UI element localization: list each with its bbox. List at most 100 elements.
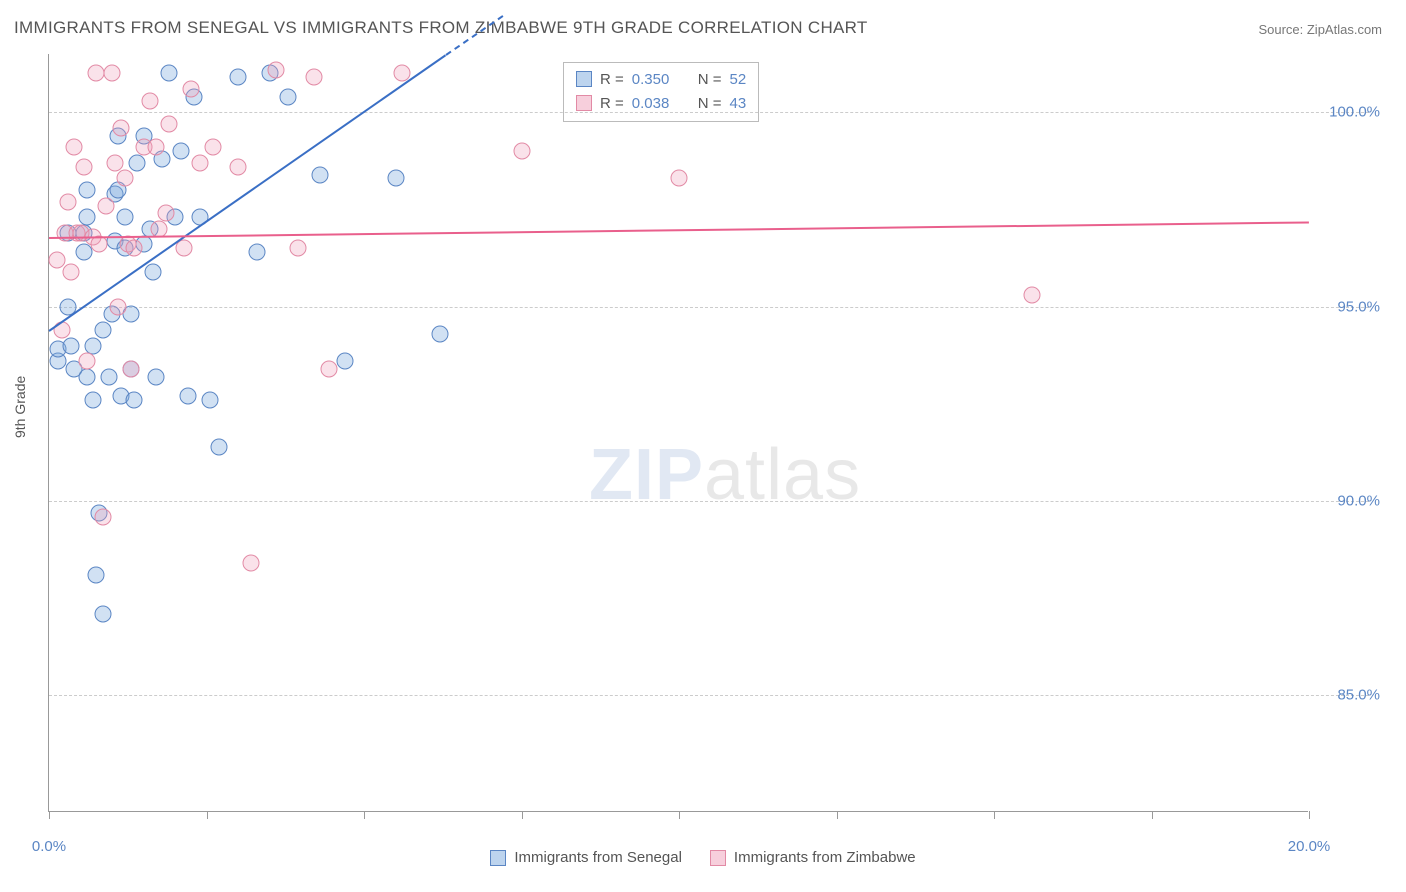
scatter-point	[182, 80, 199, 97]
scatter-point	[148, 368, 165, 385]
scatter-point	[122, 360, 139, 377]
scatter-point	[173, 143, 190, 160]
scatter-point	[66, 139, 83, 156]
r-label: R =	[600, 71, 624, 88]
x-tick	[994, 811, 995, 819]
scatter-point	[230, 158, 247, 175]
watermark-zip: ZIP	[589, 435, 704, 515]
n-label: N =	[698, 71, 722, 88]
watermark: ZIPatlas	[589, 434, 861, 516]
scatter-point	[126, 391, 143, 408]
scatter-point	[107, 154, 124, 171]
scatter-point	[129, 154, 146, 171]
scatter-point	[110, 298, 127, 315]
scatter-point	[94, 508, 111, 525]
scatter-point	[63, 337, 80, 354]
scatter-point	[431, 325, 448, 342]
watermark-atlas: atlas	[704, 435, 861, 515]
y-tick-label: 90.0%	[1320, 493, 1380, 510]
scatter-point	[211, 438, 228, 455]
scatter-point	[78, 368, 95, 385]
scatter-point	[160, 65, 177, 82]
scatter-point	[204, 139, 221, 156]
scatter-point	[280, 88, 297, 105]
scatter-point	[116, 170, 133, 187]
scatter-point	[289, 240, 306, 257]
scatter-point	[305, 69, 322, 86]
scatter-point	[311, 166, 328, 183]
n-value: 52	[730, 71, 747, 88]
scatter-point	[78, 209, 95, 226]
x-tick	[1152, 811, 1153, 819]
x-tick	[679, 811, 680, 819]
swatch-icon	[710, 850, 726, 866]
scatter-point	[88, 65, 105, 82]
gridline	[49, 112, 1369, 113]
scatter-point	[48, 252, 65, 269]
x-tick	[522, 811, 523, 819]
plot-area: ZIPatlas R = 0.350 N = 52 R = 0.038 N = …	[48, 54, 1308, 812]
x-tick	[1309, 811, 1310, 819]
scatter-point	[671, 170, 688, 187]
scatter-point	[513, 143, 530, 160]
series-legend: Immigrants from Senegal Immigrants from …	[0, 849, 1406, 866]
scatter-point	[1023, 287, 1040, 304]
scatter-point	[97, 197, 114, 214]
scatter-point	[78, 353, 95, 370]
chart-title: IMMIGRANTS FROM SENEGAL VS IMMIGRANTS FR…	[14, 18, 868, 38]
trend-line	[49, 221, 1309, 239]
chart-container: IMMIGRANTS FROM SENEGAL VS IMMIGRANTS FR…	[0, 0, 1406, 892]
scatter-point	[91, 236, 108, 253]
legend-label: Immigrants from Zimbabwe	[734, 849, 916, 866]
scatter-point	[160, 115, 177, 132]
x-tick	[49, 811, 50, 819]
scatter-point	[85, 337, 102, 354]
scatter-point	[75, 158, 92, 175]
scatter-point	[248, 244, 265, 261]
scatter-point	[75, 244, 92, 261]
n-label: N =	[698, 95, 722, 112]
scatter-point	[94, 321, 111, 338]
scatter-point	[321, 360, 338, 377]
n-value: 43	[730, 95, 747, 112]
y-axis-label: 9th Grade	[12, 376, 28, 438]
scatter-point	[88, 566, 105, 583]
scatter-point	[192, 154, 209, 171]
scatter-point	[157, 205, 174, 222]
legend-label: Immigrants from Senegal	[514, 849, 682, 866]
r-value: 0.038	[632, 95, 680, 112]
scatter-point	[113, 119, 130, 136]
scatter-point	[242, 555, 259, 572]
scatter-point	[116, 209, 133, 226]
legend-item-senegal: Immigrants from Senegal	[490, 849, 682, 866]
scatter-point	[85, 391, 102, 408]
x-tick	[207, 811, 208, 819]
scatter-point	[230, 69, 247, 86]
gridline	[49, 501, 1369, 502]
scatter-point	[78, 182, 95, 199]
scatter-point	[100, 368, 117, 385]
swatch-icon	[490, 850, 506, 866]
swatch-icon	[576, 71, 592, 87]
scatter-point	[201, 391, 218, 408]
gridline	[49, 695, 1369, 696]
y-tick-label: 95.0%	[1320, 298, 1380, 315]
scatter-point	[337, 353, 354, 370]
swatch-icon	[576, 95, 592, 111]
scatter-point	[267, 61, 284, 78]
r-label: R =	[600, 95, 624, 112]
scatter-point	[144, 263, 161, 280]
source-attribution: Source: ZipAtlas.com	[1258, 22, 1382, 37]
scatter-point	[63, 263, 80, 280]
x-tick	[364, 811, 365, 819]
scatter-point	[104, 65, 121, 82]
scatter-point	[59, 193, 76, 210]
scatter-point	[148, 139, 165, 156]
correlation-legend-row-senegal: R = 0.350 N = 52	[576, 67, 746, 91]
y-tick-label: 85.0%	[1320, 687, 1380, 704]
scatter-point	[94, 605, 111, 622]
scatter-point	[387, 170, 404, 187]
y-tick-label: 100.0%	[1320, 104, 1380, 121]
scatter-point	[179, 388, 196, 405]
legend-item-zimbabwe: Immigrants from Zimbabwe	[710, 849, 916, 866]
